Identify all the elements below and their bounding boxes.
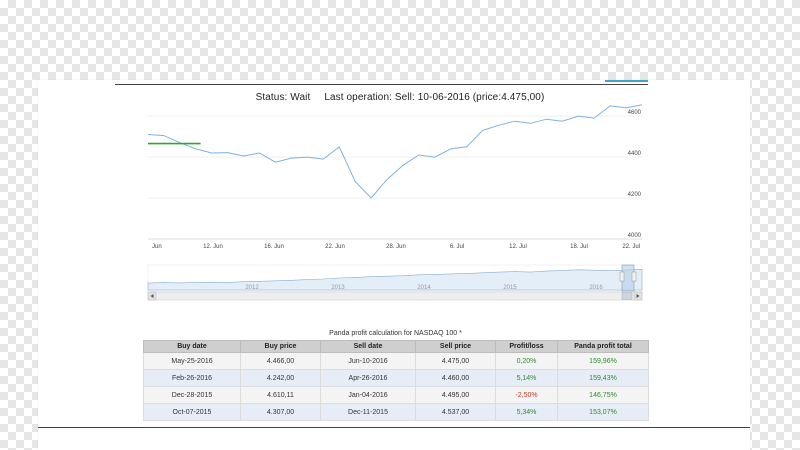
scrollbar-thumb[interactable] bbox=[621, 292, 633, 300]
col-buy-price: Buy price bbox=[240, 340, 321, 353]
navigator-year-label: 2015 bbox=[503, 285, 517, 291]
navigator-year-label: 2014 bbox=[417, 285, 431, 291]
col-buy-date: Buy date bbox=[143, 340, 241, 353]
buy-price-cell: 4.242,00 bbox=[240, 369, 321, 387]
y-tick-label: 4000 bbox=[628, 233, 642, 239]
y-tick-label: 4600 bbox=[628, 110, 642, 116]
x-tick-label: 12. Jun bbox=[203, 244, 223, 250]
sell-date-cell: Apr-26-2016 bbox=[320, 369, 416, 387]
col-sell-price: Sell price bbox=[415, 340, 496, 353]
navigator-year-label: 2013 bbox=[331, 285, 345, 291]
sell-price-cell: 4.460,00 bbox=[415, 369, 496, 387]
bottom-divider bbox=[38, 427, 750, 428]
y-axis-ticks: 4600 4400 4200 4000 bbox=[628, 110, 642, 239]
sell-date-cell: Jan-04-2016 bbox=[320, 386, 416, 404]
profit-total-cell: 146,75% bbox=[557, 386, 649, 404]
profit-loss-cell: 5,34% bbox=[495, 403, 558, 421]
scrollbar-track[interactable] bbox=[147, 291, 643, 301]
x-axis-ticks: Jun 12. Jun 16. Jun 22. Jun 28. Jun 6. Jul 12.… bbox=[152, 244, 640, 250]
price-line bbox=[147, 104, 643, 199]
buy-date-cell: May-25-2016 bbox=[143, 352, 241, 370]
x-tick-label: 22. Jun bbox=[325, 244, 345, 250]
chart-grid bbox=[148, 115, 642, 240]
y-tick-label: 4200 bbox=[628, 192, 642, 198]
profit-loss-cell: -2,50% bbox=[495, 386, 558, 404]
navigator-year-labels: 2012 2013 2014 2015 2016 bbox=[245, 285, 603, 291]
sell-price-cell: 4.537,00 bbox=[415, 403, 496, 421]
status-text: Status: Wait bbox=[255, 92, 311, 103]
x-tick-label: 28. Jun bbox=[386, 244, 406, 250]
profit-loss-cell: 0,20% bbox=[495, 352, 558, 370]
x-tick-label: 22. Jul bbox=[622, 244, 640, 250]
profit-table: Buy date Buy price Sell date Sell price … bbox=[143, 340, 649, 421]
profit-total-cell: 153,07% bbox=[557, 403, 649, 421]
x-tick-label: Jun bbox=[152, 244, 162, 250]
x-tick-label: 18. Jul bbox=[570, 244, 588, 250]
profit-total-cell: 159,43% bbox=[557, 369, 649, 387]
profit-total-cell: 159,96% bbox=[557, 352, 649, 370]
x-tick-label: 12. Jul bbox=[509, 244, 527, 250]
y-tick-label: 4400 bbox=[628, 151, 642, 157]
buy-date-cell: Oct-07-2015 bbox=[143, 403, 241, 421]
sell-price-cell: 4.475,00 bbox=[415, 352, 496, 370]
navigator-series bbox=[147, 268, 643, 291]
table-row: Oct-07-2015 4.307,00 Dec-11-2015 4.537,0… bbox=[143, 403, 649, 421]
status-bar: Status: Wait Last operation: Sell: 10-06-… bbox=[0, 92, 800, 103]
sell-date-cell: Jun-10-2016 bbox=[320, 352, 416, 370]
buy-price-cell: 4.610,11 bbox=[240, 386, 321, 404]
sell-date-cell: Dec-11-2015 bbox=[320, 403, 416, 421]
buy-date-cell: Dec-28-2015 bbox=[143, 386, 241, 404]
col-sell-date: Sell date bbox=[320, 340, 416, 353]
x-tick-label: 6. Jul bbox=[450, 244, 464, 250]
col-panda-profit-total: Panda profit total bbox=[557, 340, 649, 353]
buy-price-cell: 4.307,00 bbox=[240, 403, 321, 421]
table-header-row: Buy date Buy price Sell date Sell price … bbox=[143, 340, 649, 353]
x-tick-label: 16. Jun bbox=[264, 244, 284, 250]
col-profit-loss: Profit/loss bbox=[495, 340, 558, 353]
buy-date-cell: Feb-26-2016 bbox=[143, 369, 241, 387]
top-divider bbox=[115, 84, 648, 85]
table-caption: Panda profit calculation for NASDAQ 100 … bbox=[329, 330, 462, 337]
navigator-year-label: 2012 bbox=[245, 285, 259, 291]
arrow-right-icon bbox=[636, 294, 640, 298]
navigator-handle-right[interactable] bbox=[631, 271, 637, 282]
navigator-handle-left[interactable] bbox=[619, 271, 625, 282]
navigator-year-label: 2016 bbox=[589, 285, 603, 291]
last-operation-text: Last operation: Sell: 10-06-2016 (price:… bbox=[324, 92, 545, 103]
sell-price-cell: 4.495,00 bbox=[415, 386, 496, 404]
top-accent-bar bbox=[605, 80, 648, 82]
table-row: Dec-28-2015 4.610,11 Jan-04-2016 4.495,0… bbox=[143, 386, 649, 404]
table-row: May-25-2016 4.466,00 Jun-10-2016 4.475,0… bbox=[143, 352, 649, 370]
table-row: Feb-26-2016 4.242,00 Apr-26-2016 4.460,0… bbox=[143, 369, 649, 387]
profit-loss-cell: 5,14% bbox=[495, 369, 558, 387]
buy-price-cell: 4.466,00 bbox=[240, 352, 321, 370]
arrow-left-icon bbox=[150, 294, 154, 298]
